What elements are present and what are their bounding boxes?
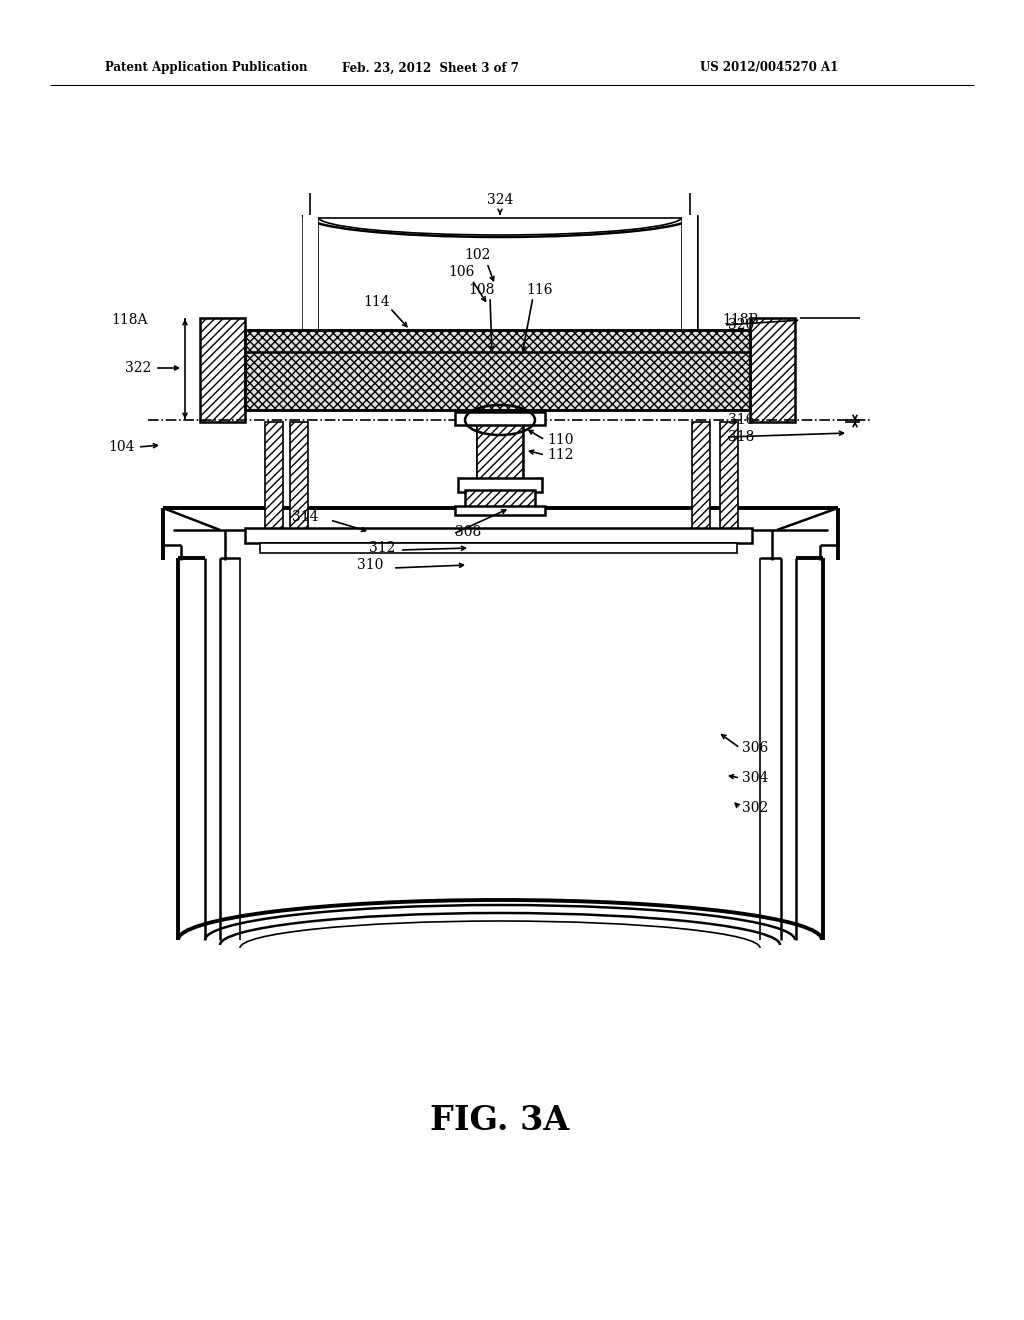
Bar xyxy=(178,935,207,985)
Bar xyxy=(796,558,823,940)
Text: 102: 102 xyxy=(465,248,492,261)
Bar xyxy=(760,558,781,940)
Text: 116: 116 xyxy=(526,282,553,297)
Text: Patent Application Publication: Patent Application Publication xyxy=(105,62,307,74)
Bar xyxy=(794,935,823,985)
Bar xyxy=(458,478,542,492)
Text: 118B: 118B xyxy=(722,313,759,327)
Text: 112: 112 xyxy=(547,447,573,462)
Text: 308: 308 xyxy=(455,525,481,539)
Text: FIG. 3A: FIG. 3A xyxy=(430,1104,569,1137)
Bar xyxy=(682,215,697,355)
Bar xyxy=(260,543,737,553)
Text: 110: 110 xyxy=(547,433,573,447)
Bar xyxy=(720,422,738,535)
Bar xyxy=(477,414,523,490)
Text: 302: 302 xyxy=(742,801,768,814)
Text: 106: 106 xyxy=(449,265,475,279)
Bar xyxy=(245,528,752,543)
Bar xyxy=(163,508,225,560)
Text: 310: 310 xyxy=(356,558,383,572)
Text: 312: 312 xyxy=(369,541,395,554)
Text: 104: 104 xyxy=(109,440,135,454)
Text: 318: 318 xyxy=(728,430,755,444)
Bar xyxy=(290,422,308,535)
Text: 320: 320 xyxy=(728,318,755,333)
Bar xyxy=(750,318,795,422)
Text: 304: 304 xyxy=(742,771,768,785)
Bar xyxy=(772,508,838,560)
Bar xyxy=(465,490,535,510)
Text: 114: 114 xyxy=(364,294,390,309)
Text: 108: 108 xyxy=(469,282,496,297)
Text: 314: 314 xyxy=(292,510,318,524)
Bar xyxy=(200,318,245,422)
Bar xyxy=(245,330,750,411)
Bar xyxy=(455,412,545,425)
Bar xyxy=(692,422,710,535)
Bar xyxy=(455,506,545,515)
Bar xyxy=(303,215,318,355)
Text: 118A: 118A xyxy=(112,313,148,327)
Text: 306: 306 xyxy=(742,741,768,755)
Text: Feb. 23, 2012  Sheet 3 of 7: Feb. 23, 2012 Sheet 3 of 7 xyxy=(342,62,518,74)
Bar xyxy=(220,558,240,940)
Text: 324: 324 xyxy=(486,193,513,207)
Bar xyxy=(265,422,283,535)
Bar xyxy=(178,558,205,940)
Text: 316: 316 xyxy=(728,413,755,426)
Text: 322: 322 xyxy=(125,360,151,375)
Text: US 2012/0045270 A1: US 2012/0045270 A1 xyxy=(700,62,839,74)
